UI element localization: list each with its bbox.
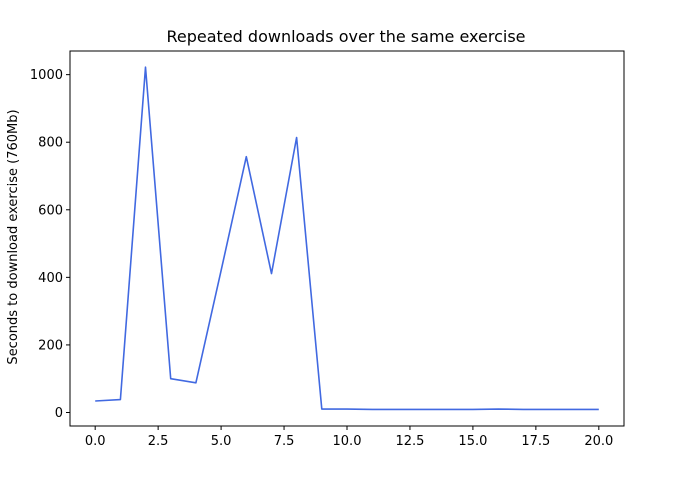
y-tick-label: 200 <box>38 338 63 353</box>
y-tick-label: 1000 <box>30 68 63 83</box>
y-tick-label: 400 <box>38 271 63 286</box>
y-tick-label: 600 <box>38 203 63 218</box>
y-tick-label: 0 <box>55 406 63 421</box>
x-tick-label: 17.5 <box>521 434 550 449</box>
x-tick-label: 20.0 <box>584 434 613 449</box>
x-tick-label: 10.0 <box>333 434 362 449</box>
x-tick-label: 2.5 <box>148 434 169 449</box>
y-tick-label: 800 <box>38 136 63 151</box>
x-tick-label: 15.0 <box>458 434 487 449</box>
x-tick-label: 12.5 <box>395 434 424 449</box>
x-tick-label: 7.5 <box>274 434 295 449</box>
plot-frame <box>69 50 625 427</box>
y-axis-label: Seconds to download exercise (760Mb) <box>6 109 21 364</box>
x-tick-label: 0.0 <box>85 434 106 449</box>
series-line <box>95 66 599 411</box>
x-tick-label: 5.0 <box>211 434 232 449</box>
chart-title: Repeated downloads over the same exercis… <box>167 27 526 46</box>
